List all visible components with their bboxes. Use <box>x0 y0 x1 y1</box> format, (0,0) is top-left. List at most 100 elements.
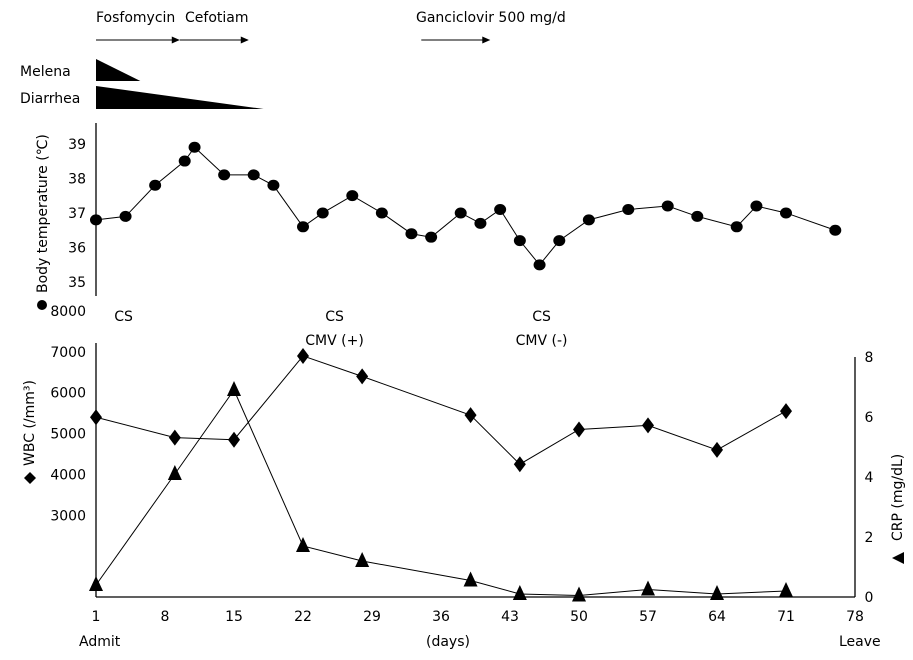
temperature-tick-label: 38 <box>68 171 86 187</box>
crp-tick-label: 6 <box>865 410 874 426</box>
wbc-point <box>642 417 654 434</box>
wbc-tick-label: 3000 <box>50 508 86 524</box>
crp-tick-label: 8 <box>865 350 874 366</box>
wbc-legend-marker <box>24 472 36 484</box>
x-tick-label: 43 <box>501 609 519 625</box>
temperature-line <box>95 146 836 266</box>
temperature-point <box>405 228 418 240</box>
temperature-tick-label: 37 <box>68 206 86 222</box>
event-label: CS <box>325 309 344 325</box>
x-tick-label: 15 <box>225 609 243 625</box>
temperature-point <box>582 214 595 226</box>
x-tick-label: 64 <box>708 609 726 625</box>
event-label: CS <box>532 309 551 325</box>
crp-tick-label: 0 <box>865 590 874 606</box>
temperature-point <box>661 200 674 212</box>
wbc-point <box>356 368 369 385</box>
x-tick-label: 1 <box>92 609 101 625</box>
temperature-point <box>119 210 132 222</box>
event-label: CS <box>114 309 133 325</box>
wbc-point <box>228 431 240 448</box>
event-annotations: CS CS CMV (+) CS CMV (-) <box>114 309 567 349</box>
temperature-point <box>267 179 280 191</box>
temperature-point <box>375 207 388 219</box>
temperature-point <box>494 204 507 215</box>
temperature-point <box>454 207 467 219</box>
symptom-wedge-diarrhea <box>96 86 264 109</box>
temperature-point <box>474 217 487 229</box>
crp-tick-label: 4 <box>865 470 874 486</box>
wbc-tick-label: 8000 <box>50 304 86 320</box>
x-tick-label: 78 <box>846 609 864 625</box>
drug-arrow-head-2 <box>482 36 491 44</box>
crp-y-label: CRP (mg/dL) <box>890 454 906 541</box>
temperature-point <box>730 221 743 233</box>
x-tick-label: 8 <box>161 609 170 625</box>
wbc-point <box>168 429 181 446</box>
wbc-tick-label: 6000 <box>50 386 86 402</box>
event-label: CMV (-) <box>516 333 568 349</box>
crp-point <box>463 571 478 587</box>
temperature-point <box>622 204 635 215</box>
x-end-label: Leave <box>839 634 881 650</box>
temperature-point <box>750 200 763 212</box>
drug-label-ganciclovir: Ganciclovir 500 mg/d <box>416 10 566 26</box>
crp-point <box>89 576 103 591</box>
temperature-y-label: Body temperature (℃) <box>35 134 51 293</box>
x-tick-label: 29 <box>363 609 381 625</box>
temperature-tick-label: 36 <box>68 241 86 257</box>
temperature-point <box>425 231 438 243</box>
temperature-point <box>780 207 792 219</box>
wbc-tick-label: 5000 <box>50 427 86 443</box>
temperature-legend-marker <box>37 300 47 310</box>
crp-point <box>710 585 724 600</box>
wbc-point <box>711 441 723 458</box>
crp-point <box>512 585 527 600</box>
symptom-bar: Melena Diarrhea <box>20 59 264 109</box>
x-tick-label: 36 <box>432 609 450 625</box>
crp-point <box>296 537 310 552</box>
temperature-point <box>247 169 260 181</box>
crp-point <box>572 586 586 602</box>
symptom-label-melena: Melena <box>20 64 71 80</box>
temperature-tick-label: 39 <box>68 137 86 153</box>
crp-legend-marker <box>892 552 904 564</box>
x-tick-label: 57 <box>639 609 657 625</box>
drug-arrow-head-0 <box>171 36 180 44</box>
x-tick-label: 71 <box>777 609 795 625</box>
x-tick-label: 22 <box>294 609 312 625</box>
drug-label-fosfomycin: Fosfomycin <box>96 10 175 26</box>
wbc-tick-label: 4000 <box>50 467 86 483</box>
drug-arrow-head-1 <box>240 36 249 44</box>
temperature-point <box>297 221 309 233</box>
drug-bar: Fosfomycin Cefotiam Ganciclovir 500 mg/d <box>96 10 566 44</box>
temperature-point <box>218 169 231 181</box>
temperature-panel: 35 36 37 38 39 Body temperature (℃) <box>35 123 842 310</box>
wbc-tick-label: 7000 <box>50 345 86 361</box>
wbc-point <box>464 407 477 424</box>
wbc-line <box>95 355 787 465</box>
x-axis-label: (days) <box>426 634 470 650</box>
wbc-point <box>513 456 526 473</box>
x-tick-label: 50 <box>570 609 588 625</box>
crp-point <box>167 465 182 480</box>
temperature-tick-label: 35 <box>68 275 86 291</box>
temperature-point <box>178 155 191 167</box>
wbc-point <box>90 409 102 426</box>
crp-line <box>95 388 787 597</box>
crp-point <box>227 381 241 396</box>
crp-point <box>355 552 370 567</box>
temperature-point <box>149 179 162 191</box>
event-label: CMV (+) <box>305 333 364 349</box>
temperature-point <box>316 207 329 219</box>
symptom-wedge-melena <box>96 59 141 81</box>
temperature-point <box>691 210 704 222</box>
wbc-point <box>573 421 585 438</box>
temperature-point <box>553 235 566 247</box>
wbc-y-label: WBC (/mm³) <box>22 380 38 466</box>
crp-tick-label: 2 <box>865 530 874 546</box>
symptom-label-diarrhea: Diarrhea <box>20 91 80 107</box>
crp-point <box>779 582 793 597</box>
temperature-point <box>188 141 201 153</box>
x-start-label: Admit <box>79 634 121 650</box>
